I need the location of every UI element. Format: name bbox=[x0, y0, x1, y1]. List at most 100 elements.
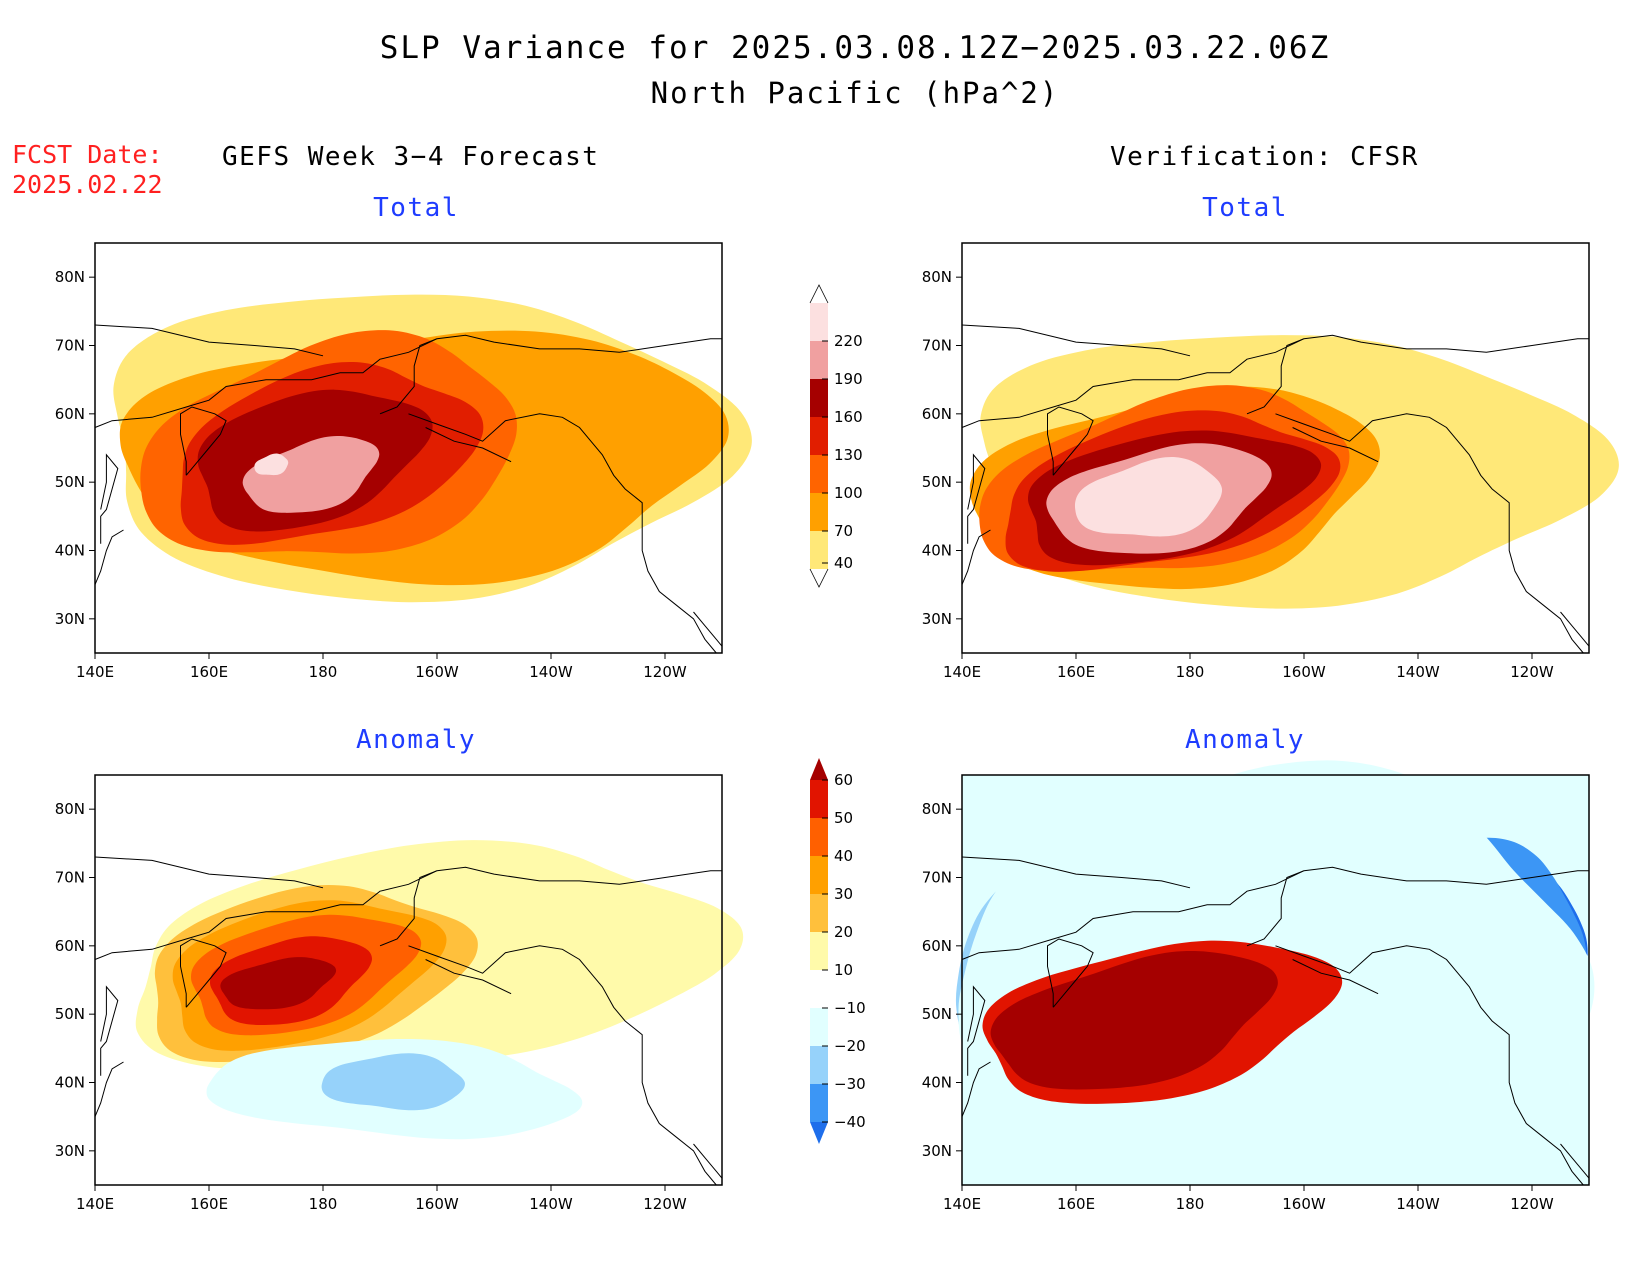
coastline bbox=[425, 427, 512, 463]
colorbar-swatch bbox=[810, 932, 828, 970]
coastline-layer bbox=[94, 324, 723, 654]
coastline bbox=[1292, 959, 1379, 995]
colorbar-level-label: 60 bbox=[834, 771, 853, 789]
coastline bbox=[94, 856, 324, 889]
y-tick-label: 30N bbox=[922, 610, 952, 628]
y-tick-label: 80N bbox=[922, 268, 952, 286]
contour-region-220 bbox=[1074, 457, 1223, 537]
forecast-total-map: 140E 160E 180 160W 140W 120W 30N 40N 50N 60N 70N 80… bbox=[55, 242, 752, 681]
y-tick-label: 60N bbox=[55, 937, 85, 955]
colorbar-swatch bbox=[810, 341, 828, 379]
x-tick-label: 120W bbox=[643, 1195, 687, 1213]
y-tick-label: 70N bbox=[922, 869, 952, 887]
coastline bbox=[180, 938, 227, 1008]
y-tick-label: 40N bbox=[922, 1074, 952, 1092]
verification-total-map: 140E 160E 180 160W 140W 120W 30N 40N 50N 60N 70N 80… bbox=[922, 242, 1619, 681]
y-tick-label: 60N bbox=[922, 405, 952, 423]
colorbar-level-label: 30 bbox=[834, 885, 853, 903]
coastline bbox=[94, 324, 324, 357]
colorbar-swatch bbox=[810, 1046, 828, 1084]
x-tick-label: 140W bbox=[1396, 1195, 1440, 1213]
y-tick-label: 60N bbox=[55, 405, 85, 423]
y-tick-label: 50N bbox=[55, 473, 85, 491]
colorbar-level-label: 40 bbox=[834, 847, 853, 865]
colorbar-level-label: 50 bbox=[834, 809, 853, 827]
contour-region-190 bbox=[242, 436, 380, 513]
coastline bbox=[94, 1061, 124, 1117]
coastline bbox=[1047, 938, 1094, 1008]
colorbar-swatch bbox=[810, 455, 828, 493]
colorbar-level-label: 220 bbox=[834, 332, 863, 350]
forecast-anomaly-map: 140E 160E 180 160W 140W 120W 30N 40N 50N 60N 70N 80… bbox=[55, 774, 744, 1213]
x-tick-label: 180 bbox=[309, 663, 338, 681]
figure-title: SLP Variance for 2025.03.08.12Z−2025.03.… bbox=[379, 30, 1331, 66]
x-tick-label: 120W bbox=[643, 663, 687, 681]
colorbar-swatch bbox=[810, 1084, 828, 1122]
coastline bbox=[425, 959, 512, 995]
x-tick-label: 140E bbox=[76, 1195, 114, 1213]
x-tick-label: 160E bbox=[190, 1195, 228, 1213]
x-tick-label: 160E bbox=[190, 663, 228, 681]
colorbar-swatch bbox=[810, 417, 828, 455]
x-tick-label: 140W bbox=[529, 663, 573, 681]
coastline bbox=[967, 453, 986, 544]
colorbar-swatch bbox=[810, 493, 828, 531]
coastline-layer bbox=[961, 324, 1590, 654]
coastline bbox=[1292, 427, 1379, 463]
y-tick-label: 50N bbox=[922, 473, 952, 491]
x-tick-label: 140W bbox=[529, 1195, 573, 1213]
colorbar-high-arrow bbox=[810, 758, 828, 780]
colorbar-level-label: 190 bbox=[834, 370, 863, 388]
coastline bbox=[100, 985, 119, 1076]
coastline bbox=[961, 324, 1191, 357]
forecast-anomaly-title: Anomaly bbox=[355, 725, 477, 755]
y-tick-label: 60N bbox=[922, 937, 952, 955]
colorbar-level-label: 40 bbox=[834, 554, 853, 572]
coastline bbox=[94, 866, 722, 960]
contour-region-neg20 bbox=[321, 1053, 465, 1111]
colorbar-level-label: 20 bbox=[834, 923, 853, 941]
coastline bbox=[379, 870, 438, 947]
x-tick-label: 140E bbox=[943, 663, 981, 681]
x-tick-label: 120W bbox=[1510, 663, 1554, 681]
colorbar-level-label: 100 bbox=[834, 484, 863, 502]
colorbar-level-label: 10 bbox=[834, 961, 853, 979]
y-tick-label: 30N bbox=[55, 1142, 85, 1160]
y-tick-label: 70N bbox=[922, 337, 952, 355]
coastline bbox=[1560, 1143, 1590, 1179]
colorbar-swatch bbox=[810, 970, 828, 1008]
coastline bbox=[961, 334, 1589, 428]
colorbar-swatch bbox=[810, 531, 828, 569]
coastline-layer bbox=[961, 856, 1590, 1186]
forecast-total-title: Total bbox=[373, 193, 459, 223]
contour-region-220 bbox=[254, 453, 289, 476]
y-tick-label: 80N bbox=[55, 800, 85, 818]
coastline bbox=[1047, 406, 1094, 476]
coastline-layer bbox=[94, 856, 723, 1186]
x-tick-label: 120W bbox=[1510, 1195, 1554, 1213]
colorbar-swatch bbox=[810, 780, 828, 818]
coastline bbox=[961, 866, 1589, 960]
colorbar-level-label: −20 bbox=[834, 1037, 866, 1055]
coastline bbox=[1275, 945, 1584, 1186]
verification-anomaly-map: 140E 160E 180 160W 140W 120W 30N 40N 50N 60N 70N 80… bbox=[922, 760, 1595, 1213]
y-tick-label: 40N bbox=[922, 542, 952, 560]
colorbar-level-label: 160 bbox=[834, 408, 863, 426]
coastline bbox=[693, 1143, 723, 1179]
x-tick-label: 160W bbox=[1282, 1195, 1326, 1213]
colorbar-low-arrow bbox=[810, 1122, 828, 1144]
anomaly-colorbar: −40 −30 −20 −10 10 20 30 40 50 60 bbox=[810, 758, 866, 1144]
colorbar-level-label: −40 bbox=[834, 1113, 866, 1131]
y-tick-label: 80N bbox=[55, 268, 85, 286]
coastline bbox=[408, 413, 717, 654]
colorbar-swatch bbox=[810, 303, 828, 341]
coastline bbox=[1275, 413, 1584, 654]
coastline bbox=[100, 453, 119, 544]
coastline bbox=[94, 529, 124, 585]
coastline bbox=[961, 856, 1191, 889]
coastline bbox=[693, 611, 723, 647]
coastline bbox=[1246, 870, 1305, 947]
coastline bbox=[967, 985, 986, 1076]
x-tick-label: 180 bbox=[1176, 663, 1205, 681]
y-tick-label: 70N bbox=[55, 337, 85, 355]
